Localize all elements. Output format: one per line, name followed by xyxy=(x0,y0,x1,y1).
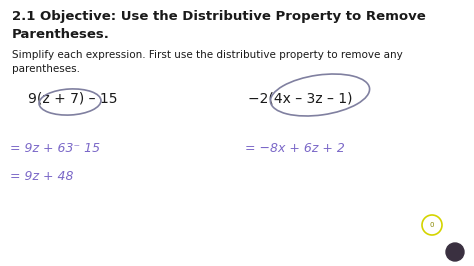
Text: 2.1 Objective: Use the Distributive Property to Remove: 2.1 Objective: Use the Distributive Prop… xyxy=(12,10,426,23)
Text: Parentheses.: Parentheses. xyxy=(12,28,110,41)
Text: = 9z + 48: = 9z + 48 xyxy=(10,170,73,183)
Text: ?: ? xyxy=(453,249,457,255)
Text: Simplify each expression. First use the distributive property to remove any
pare: Simplify each expression. First use the … xyxy=(12,50,403,74)
Circle shape xyxy=(446,243,464,261)
Text: = −8x + 6z + 2: = −8x + 6z + 2 xyxy=(245,142,345,155)
Text: = 9z + 63⁻ 15: = 9z + 63⁻ 15 xyxy=(10,142,100,155)
Text: 0: 0 xyxy=(430,222,434,228)
Text: 9(z + 7) – 15: 9(z + 7) – 15 xyxy=(28,92,118,106)
Text: −2(4x – 3z – 1): −2(4x – 3z – 1) xyxy=(248,92,353,106)
